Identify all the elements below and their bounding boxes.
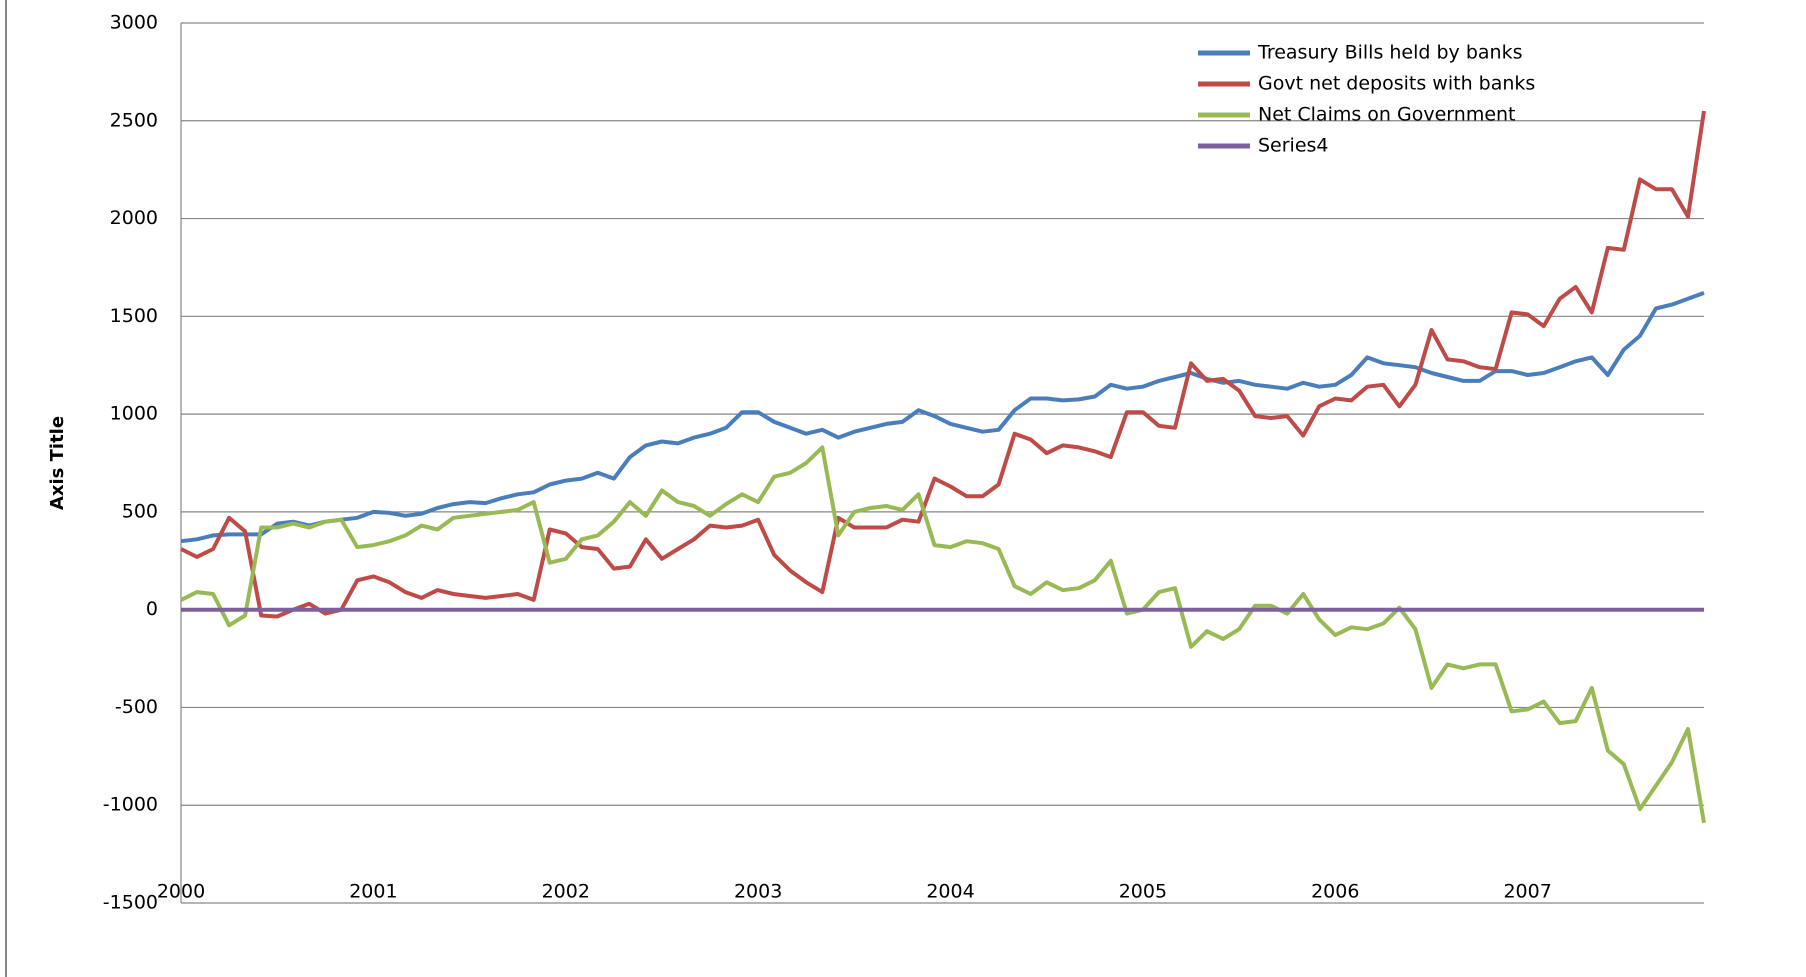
legend-label: Series4 xyxy=(1258,135,1329,157)
y-tick-label: 500 xyxy=(122,500,158,522)
y-tick-label: 0 xyxy=(146,598,158,620)
y-tick-label: -1500 xyxy=(103,892,158,914)
series-line xyxy=(180,291,1705,544)
x-tick-label: 2006 xyxy=(1311,881,1359,903)
legend-label: Treasury Bills held by banks xyxy=(1257,42,1523,64)
legend-label: Net Claims on Government xyxy=(1258,104,1516,126)
y-tick-label: 3000 xyxy=(110,12,158,34)
legend-label: Govt net deposits with banks xyxy=(1258,73,1535,95)
x-tick-label: 2001 xyxy=(349,881,397,903)
x-tick-label: 2000 xyxy=(157,881,205,903)
x-tick-label: 2004 xyxy=(926,881,974,903)
y-tick-label: 2000 xyxy=(110,207,158,229)
y-tick-label: 1000 xyxy=(110,403,158,425)
y-tick-label: -500 xyxy=(115,696,158,718)
series-line xyxy=(180,110,1706,619)
x-tick-label: 2003 xyxy=(734,881,782,903)
x-tick-label: 2005 xyxy=(1119,881,1167,903)
x-tick-label: 2002 xyxy=(542,881,590,903)
y-tick-label: 1500 xyxy=(110,305,158,327)
x-tick-label: 2007 xyxy=(1503,881,1551,903)
series-line xyxy=(180,445,1706,824)
y-tick-label: -1000 xyxy=(103,794,158,816)
y-tick-label: 2500 xyxy=(110,109,158,131)
y-axis-title: Axis Title xyxy=(47,416,68,510)
